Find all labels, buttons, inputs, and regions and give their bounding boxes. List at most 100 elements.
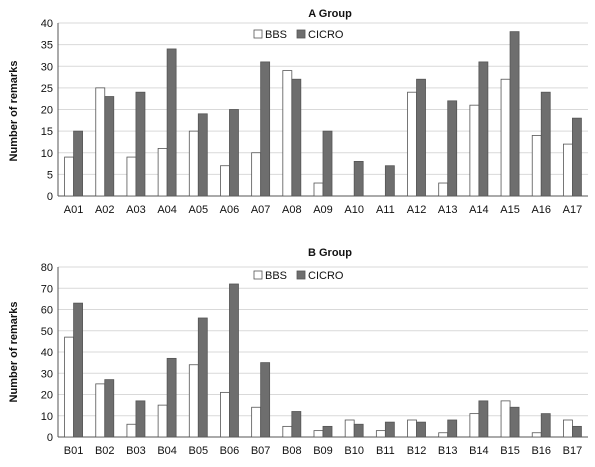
x-tick-label: A02 (95, 204, 115, 216)
x-tick-label: A07 (251, 204, 271, 216)
x-tick-label: A06 (220, 204, 240, 216)
x-tick-label: A03 (126, 204, 146, 216)
x-tick-label: A12 (407, 204, 427, 216)
bar-cicro-b17 (572, 425, 582, 438)
bar-bbs-a01 (64, 156, 74, 197)
legend-label-cicro: CICRO (308, 270, 344, 282)
bar-bbs-b07 (251, 406, 262, 438)
legend-label-bbs: BBS (265, 270, 287, 282)
legend-swatch-cicro (296, 270, 306, 280)
y-tick-label: 30 (41, 61, 53, 73)
legend-label-bbs: BBS (265, 29, 287, 41)
x-tick-label: A16 (531, 204, 551, 216)
x-tick-label: A15 (500, 204, 520, 216)
bar-cicro-b16 (540, 413, 551, 438)
bar-bbs-a13 (438, 182, 449, 197)
bar-cicro-a15 (509, 31, 520, 197)
bar-bbs-b11 (375, 430, 386, 438)
x-tick-label: A05 (189, 204, 209, 216)
bar-cicro-b05 (197, 317, 208, 438)
bar-cicro-a05 (197, 113, 208, 197)
x-tick-label: B17 (563, 445, 583, 457)
x-tick-label: A11 (376, 204, 395, 216)
bar-bbs-b12 (407, 419, 417, 438)
legend-swatch-cicro (296, 29, 306, 39)
y-axis-label: Number of remarks (8, 61, 20, 162)
bar-cicro-a12 (416, 78, 426, 197)
x-tick-label: B14 (469, 445, 489, 457)
x-tick-label: B01 (64, 445, 84, 457)
bar-bbs-b13 (438, 432, 449, 438)
legend-label-cicro: CICRO (308, 29, 344, 41)
bar-cicro-a02 (104, 96, 115, 197)
legend-swatch-bbs (253, 29, 263, 39)
bar-cicro-a06 (229, 109, 239, 197)
bar-bbs-b10 (344, 419, 355, 438)
bar-cicro-a09 (322, 130, 333, 197)
chart-title: B Group (308, 247, 352, 259)
bar-cicro-a16 (540, 91, 551, 197)
x-tick-label: A17 (563, 204, 583, 216)
bar-cicro-b14 (478, 400, 489, 438)
y-tick-label: 30 (41, 368, 53, 380)
bar-cicro-b06 (229, 283, 239, 438)
x-tick-label: A01 (64, 204, 84, 216)
x-tick-label: A10 (344, 204, 364, 216)
bar-bbs-b16 (531, 432, 542, 438)
x-tick-label: B10 (344, 445, 364, 457)
x-tick-label: A13 (438, 204, 458, 216)
bar-bbs-a07 (251, 152, 262, 197)
y-tick-label: 15 (41, 126, 53, 138)
x-tick-label: B05 (189, 445, 209, 457)
y-tick-label: 20 (41, 105, 53, 117)
y-tick-label: 10 (41, 148, 53, 160)
y-tick-label: 25 (41, 83, 53, 95)
bar-cicro-a13 (447, 100, 458, 197)
bar-cicro-b11 (384, 421, 395, 438)
chart-title: A Group (308, 8, 352, 20)
chart-a-group: A Group Number of remarks 0 5 10 15 20 25 30 35… (8, 8, 588, 216)
y-tick-label: 70 (41, 283, 53, 295)
y-tick-label: 60 (41, 305, 53, 317)
y-tick-label: 40 (41, 18, 53, 30)
bar-cicro-b03 (135, 400, 146, 438)
bar-cicro-a14 (478, 61, 489, 197)
bar-bbs-b17 (563, 419, 573, 438)
bar-cicro-b07 (260, 362, 271, 438)
bar-cicro-a08 (291, 78, 302, 197)
legend-swatch-bbs (253, 270, 263, 280)
bar-cicro-a10 (353, 160, 364, 197)
x-tick-label: A08 (282, 204, 302, 216)
bar-cicro-b01 (73, 302, 83, 438)
bar-bbs-b05 (188, 364, 199, 438)
y-tick-label: 20 (41, 390, 53, 402)
bar-bbs-a08 (282, 70, 293, 197)
bar-bbs-b02 (95, 383, 106, 438)
bar-bbs-a05 (188, 130, 199, 197)
x-tick-label: B02 (95, 445, 115, 457)
bar-cicro-a11 (384, 165, 395, 197)
bar-bbs-a09 (313, 182, 324, 197)
bar-cicro-a04 (166, 48, 177, 197)
bar-cicro-a17 (572, 117, 582, 197)
bar-bbs-a15 (500, 78, 511, 197)
y-tick-label: 35 (41, 40, 53, 52)
y-tick-label: 80 (41, 262, 53, 274)
bar-bbs-a16 (531, 135, 542, 197)
x-tick-label: B04 (157, 445, 177, 457)
x-tick-label: B12 (407, 445, 427, 457)
bar-bbs-b06 (220, 391, 230, 438)
y-axis-label: Number of remarks (8, 302, 20, 403)
y-tick-label: 50 (41, 326, 53, 338)
x-tick-label: B07 (251, 445, 271, 457)
bar-bbs-a04 (157, 148, 168, 197)
bar-cicro-a01 (73, 130, 83, 197)
y-tick-label: 0 (47, 191, 53, 203)
x-tick-label: B13 (438, 445, 458, 457)
bar-bbs-b01 (64, 336, 74, 438)
bar-cicro-b09 (322, 425, 333, 438)
y-tick-label: 0 (47, 432, 53, 444)
bar-cicro-a07 (260, 61, 271, 197)
y-tick-label: 5 (47, 169, 53, 181)
